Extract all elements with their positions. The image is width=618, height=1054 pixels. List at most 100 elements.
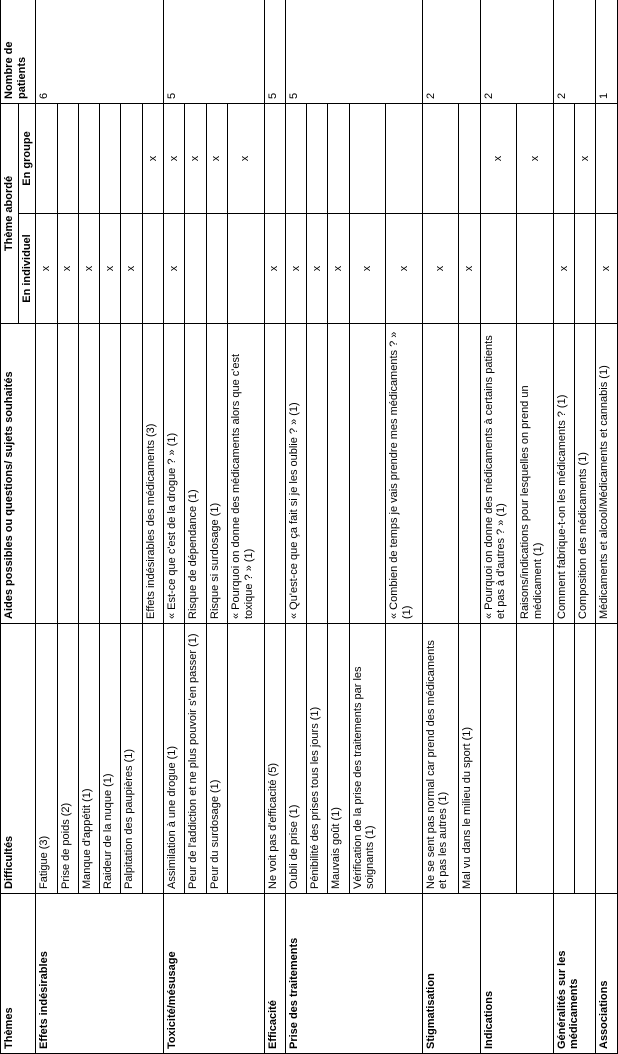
difficulte-cell: [480, 624, 517, 894]
groupe-mark: [264, 104, 285, 214]
groupe-mark: [553, 104, 574, 214]
difficulte-cell: [553, 624, 574, 894]
difficulte-cell: Assimilation à une drogue (1): [164, 624, 185, 894]
aide-cell: « Est-ce que c'est de la drogue ? » (1): [164, 324, 185, 624]
aide-cell: « Pourquoi on donne des médicaments alor…: [227, 324, 264, 624]
difficulte-cell: [386, 624, 423, 894]
difficulte-cell: [142, 624, 163, 894]
theme-cell: Efficacité: [264, 894, 285, 1054]
individuel-mark: x: [349, 214, 386, 324]
theme-cell: Toxicité/mésusage: [164, 894, 264, 1054]
table-row: EfficacitéNe voit pas d'efficacité (5)x5: [264, 0, 285, 1054]
page: Thèmes Difficultés Aides possibles ou qu…: [0, 0, 618, 1054]
theme-cell: Généralités sur les médicaments: [553, 894, 596, 1054]
individuel-mark: x: [422, 214, 459, 324]
groupe-mark: [78, 104, 99, 214]
individuel-mark: x: [459, 214, 480, 324]
table-header: Thèmes Difficultés Aides possibles ou qu…: [1, 0, 36, 1054]
table-row: Généralités sur les médicamentsComment f…: [553, 0, 574, 1054]
aide-cell: Risque si surdosage (1): [206, 324, 227, 624]
difficulte-cell: Fatigue (3): [36, 624, 57, 894]
difficulte-cell: Ne voit pas d'efficacité (5): [264, 624, 285, 894]
individuel-mark: x: [164, 214, 185, 324]
col-nb-patients: Nombre de patients: [1, 0, 36, 104]
aide-cell: [100, 324, 121, 624]
individuel-mark: [185, 214, 206, 324]
count-cell: 2: [422, 0, 480, 104]
aide-cell: « Qu'est-ce que ça fait si je les oublie…: [285, 324, 306, 624]
difficulte-cell: [517, 624, 554, 894]
aide-cell: [459, 324, 480, 624]
groupe-mark: x: [517, 104, 554, 214]
count-cell: 2: [480, 0, 553, 104]
individuel-mark: x: [553, 214, 574, 324]
individuel-mark: x: [386, 214, 423, 324]
groupe-mark: x: [575, 104, 596, 214]
difficulte-cell: Palpitation des paupières (1): [121, 624, 142, 894]
count-cell: 2: [553, 0, 596, 104]
aide-cell: Risque de dépendance (1): [185, 324, 206, 624]
individuel-mark: x: [596, 214, 618, 324]
groupe-mark: [386, 104, 423, 214]
aide-cell: Médicaments et alcool/Médicaments et can…: [596, 324, 618, 624]
groupe-mark: [422, 104, 459, 214]
theme-cell: Stigmatisation: [422, 894, 480, 1054]
theme-cell: Prise des traitements: [285, 894, 422, 1054]
table-row: StigmatisationNe se sent pas normal car …: [422, 0, 459, 1054]
groupe-mark: [57, 104, 78, 214]
groupe-mark: x: [227, 104, 264, 214]
individuel-mark: [517, 214, 554, 324]
groupe-mark: x: [142, 104, 163, 214]
difficulte-cell: Raideur de la nuque (1): [100, 624, 121, 894]
difficulte-cell: Pénibilité des prises tous les jours (1): [307, 624, 328, 894]
groupe-mark: [596, 104, 618, 214]
individuel-mark: x: [264, 214, 285, 324]
difficulte-cell: [227, 624, 264, 894]
individuel-mark: [206, 214, 227, 324]
difficulte-cell: Peur de l'addiction et ne plus pouvoir s…: [185, 624, 206, 894]
individuel-mark: [480, 214, 517, 324]
table-row: Prise des traitementsOubli de prise (1)«…: [285, 0, 306, 1054]
groupe-mark: x: [480, 104, 517, 214]
count-cell: 5: [164, 0, 264, 104]
groupe-mark: [307, 104, 328, 214]
table-body: Effets indésirablesFatigue (3)x6Prise de…: [36, 0, 618, 1054]
col-difficultes: Difficultés: [1, 624, 36, 894]
data-table: Thèmes Difficultés Aides possibles ou qu…: [0, 0, 618, 1054]
aide-cell: [349, 324, 386, 624]
aide-cell: [264, 324, 285, 624]
groupe-mark: [349, 104, 386, 214]
col-themes: Thèmes: [1, 894, 36, 1054]
table-row: Effets indésirablesFatigue (3)x6: [36, 0, 57, 1054]
difficulte-cell: Vérification de la prise des traitements…: [349, 624, 386, 894]
aide-cell: [121, 324, 142, 624]
groupe-mark: x: [206, 104, 227, 214]
aide-cell: Raisons/indications pour lesquelles on p…: [517, 324, 554, 624]
col-aides: Aides possibles ou questions/ sujets sou…: [1, 324, 36, 624]
difficulte-cell: Mauvais goût (1): [328, 624, 349, 894]
aide-cell: Composition des médicaments (1): [575, 324, 596, 624]
groupe-mark: [100, 104, 121, 214]
table-row: Toxicité/mésusageAssimilation à une drog…: [164, 0, 185, 1054]
theme-cell: Effets indésirables: [36, 894, 164, 1054]
aide-cell: [78, 324, 99, 624]
groupe-mark: [459, 104, 480, 214]
col-theme-aborde: Thème abordé: [1, 104, 19, 324]
count-cell: 6: [36, 0, 164, 104]
col-groupe: En groupe: [18, 104, 36, 214]
individuel-mark: [142, 214, 163, 324]
individuel-mark: x: [285, 214, 306, 324]
groupe-mark: [285, 104, 306, 214]
individuel-mark: x: [121, 214, 142, 324]
aide-cell: [307, 324, 328, 624]
difficulte-cell: Prise de poids (2): [57, 624, 78, 894]
difficulte-cell: Ne se sent pas normal car prend des médi…: [422, 624, 459, 894]
aide-cell: [422, 324, 459, 624]
col-individuel: En individuel: [18, 214, 36, 324]
individuel-mark: [227, 214, 264, 324]
difficulte-cell: [596, 624, 618, 894]
groupe-mark: [121, 104, 142, 214]
difficulte-cell: Manque d'appétit (1): [78, 624, 99, 894]
individuel-mark: x: [307, 214, 328, 324]
groupe-mark: [328, 104, 349, 214]
